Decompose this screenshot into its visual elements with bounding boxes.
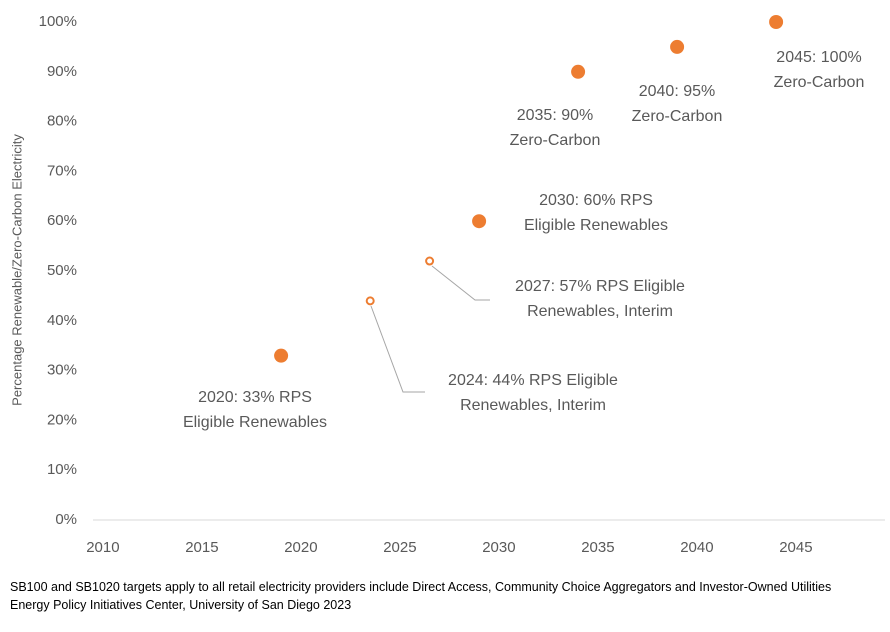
x-tick-label: 2020 [284, 539, 317, 556]
notes: SB100 and SB1020 targets apply to all re… [10, 578, 888, 614]
point [425, 256, 435, 266]
annotation: Zero-Carbon [774, 74, 865, 91]
y-tick-label: 0% [55, 511, 77, 528]
x-tick-label: 2045 [779, 539, 812, 556]
x-tick-label: 2010 [86, 539, 119, 556]
annotation: 2030: 60% RPS [539, 192, 653, 209]
y-tick-label: 80% [47, 113, 77, 130]
point [670, 39, 685, 54]
point [769, 15, 784, 29]
point [274, 348, 289, 363]
y-tick-label: 40% [47, 312, 77, 329]
y-tick-label: 50% [47, 262, 77, 279]
y-tick-label: 70% [47, 162, 77, 179]
annotation: Zero-Carbon [632, 108, 723, 125]
x-tick-label: 2035 [581, 539, 614, 556]
x-tick-label: 2030 [482, 539, 515, 556]
point [472, 214, 487, 229]
annotation: 2035: 90% [517, 107, 594, 124]
annotation: 2024: 44% RPS Eligible [448, 372, 618, 389]
annotation: Eligible Renewables [524, 217, 668, 234]
x-tick-label: 2040 [680, 539, 713, 556]
leader-line [370, 305, 425, 393]
annotation: 2027: 57% RPS Eligible [515, 278, 685, 295]
y-tick-label: 10% [47, 461, 77, 478]
x-tick-label: 2015 [185, 539, 218, 556]
chart: Percentage Renewable/Zero-Carbon Electri… [9, 13, 885, 556]
point [365, 296, 375, 306]
y-tick-label: 30% [47, 362, 77, 379]
annotation: 2045: 100% [776, 49, 861, 66]
y-tick-label: 60% [47, 212, 77, 229]
annotation: Eligible Renewables [183, 414, 327, 431]
note: Energy Policy Initiatives Center, Univer… [10, 598, 352, 612]
y-axis-title: Percentage Renewable/Zero-Carbon Electri… [9, 134, 24, 406]
y-tick-label: 20% [47, 411, 77, 428]
leader-line [431, 265, 490, 301]
y-tick-label: 90% [47, 63, 77, 80]
annotation: 2040: 95% [639, 83, 716, 100]
annotation: 2020: 33% RPS [198, 389, 312, 406]
annotation: Renewables, Interim [527, 303, 673, 320]
y-tick-label: 100% [39, 13, 77, 30]
x-tick-label: 2025 [383, 539, 416, 556]
point [571, 64, 586, 79]
annotation: Zero-Carbon [510, 132, 601, 149]
note: SB100 and SB1020 targets apply to all re… [10, 580, 832, 594]
annotation: Renewables, Interim [460, 397, 606, 414]
